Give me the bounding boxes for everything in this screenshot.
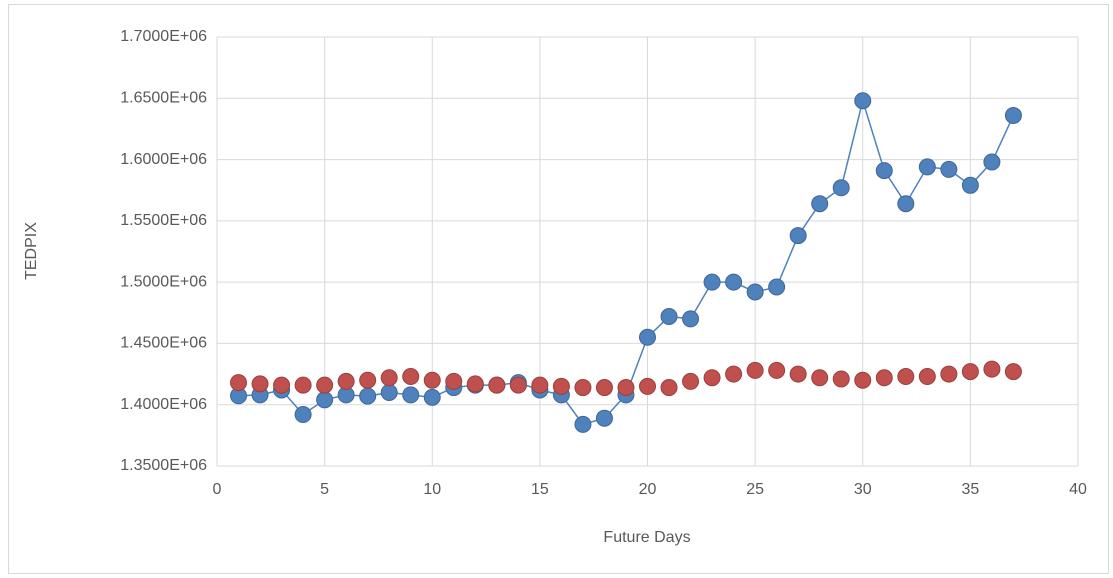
point (423, 371, 441, 389)
point (294, 406, 312, 424)
point (811, 195, 829, 213)
point (531, 376, 549, 394)
point (1004, 363, 1022, 381)
point (703, 273, 721, 291)
y-axis-label: TEDPIX (23, 222, 40, 280)
point (875, 162, 893, 180)
y-tick-label: 1.6000E+06 (120, 151, 207, 168)
point (725, 273, 743, 291)
point (746, 283, 764, 301)
point (402, 386, 420, 404)
point (488, 376, 506, 394)
point (423, 388, 441, 406)
point (768, 361, 786, 379)
point (337, 372, 355, 390)
point (316, 391, 334, 409)
point (445, 372, 463, 390)
point (682, 372, 700, 390)
point (983, 360, 1001, 378)
x-tick-label: 15 (531, 481, 549, 498)
x-tick-label: 0 (213, 481, 222, 498)
point (466, 375, 484, 393)
point (682, 310, 700, 328)
point (897, 368, 915, 386)
point (660, 379, 678, 397)
point (789, 227, 807, 245)
point (574, 415, 592, 433)
y-tick-label: 1.4000E+06 (120, 396, 207, 413)
point (918, 368, 936, 386)
x-tick-label: 5 (320, 481, 329, 498)
point (402, 368, 420, 386)
point (251, 375, 269, 393)
point (359, 371, 377, 389)
point (595, 379, 613, 397)
point (897, 195, 915, 213)
x-tick-label: 40 (1069, 481, 1087, 498)
chart-border (8, 4, 1109, 574)
point (639, 377, 656, 395)
y-tick-label: 1.4500E+06 (120, 335, 207, 352)
point (961, 176, 979, 194)
point (854, 92, 872, 110)
y-tick-label: 1.7000E+06 (120, 28, 207, 45)
point (639, 328, 656, 346)
point (380, 383, 398, 401)
point (832, 179, 850, 197)
y-tick-label: 1.3500E+06 (120, 457, 207, 474)
point (725, 365, 743, 383)
point (617, 379, 635, 397)
point (746, 361, 764, 379)
point (940, 160, 958, 178)
point (854, 371, 872, 389)
x-tick-label: 35 (961, 481, 979, 498)
x-tick-label: 30 (854, 481, 872, 498)
point (380, 369, 398, 387)
point (509, 376, 527, 394)
point (811, 369, 829, 387)
x-tick-label: 10 (423, 481, 441, 498)
y-tick-label: 1.5500E+06 (120, 212, 207, 229)
point (574, 379, 592, 397)
point (918, 158, 936, 176)
point (359, 387, 377, 405)
y-tick-label: 1.6500E+06 (120, 90, 207, 107)
point (961, 363, 979, 381)
x-tick-label: 25 (746, 481, 764, 498)
y-tick-label: 1.5000E+06 (120, 273, 207, 290)
point (552, 377, 570, 395)
point (940, 365, 958, 383)
point (230, 374, 248, 392)
point (595, 409, 613, 427)
point (832, 370, 850, 388)
point (768, 278, 786, 296)
point (316, 376, 334, 394)
point (294, 376, 312, 394)
point (660, 307, 678, 325)
point (703, 369, 721, 387)
point (875, 369, 893, 387)
x-tick-label: 20 (639, 481, 657, 498)
point (1004, 106, 1022, 124)
x-axis-label: Future Days (603, 529, 690, 546)
point (273, 376, 291, 394)
point (789, 365, 807, 383)
point (983, 153, 1001, 171)
